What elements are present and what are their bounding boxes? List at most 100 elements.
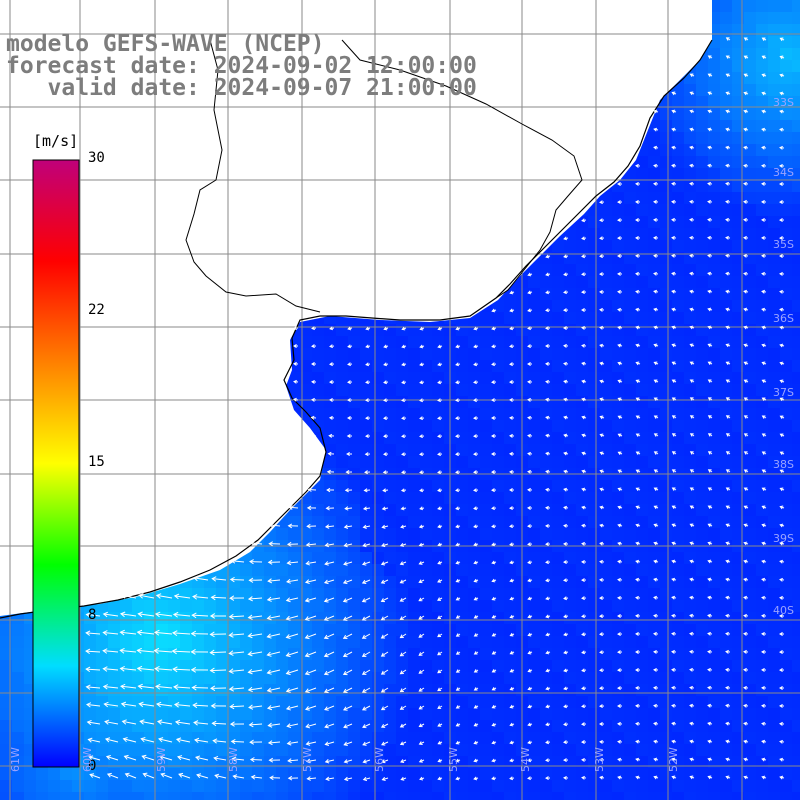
sea-cell — [216, 624, 228, 636]
sea-cell — [780, 684, 792, 696]
sea-cell — [588, 276, 600, 288]
sea-cell — [60, 792, 72, 800]
sea-cell — [336, 648, 348, 660]
sea-cell — [420, 336, 432, 348]
sea-cell — [648, 228, 660, 240]
sea-cell — [240, 756, 252, 768]
sea-cell — [360, 480, 372, 492]
sea-cell — [684, 612, 696, 624]
sea-cell — [660, 660, 672, 672]
sea-cell — [480, 672, 492, 684]
sea-cell — [84, 708, 96, 720]
sea-cell — [492, 312, 504, 324]
sea-cell — [780, 756, 792, 768]
sea-cell — [588, 528, 600, 540]
sea-cell — [600, 588, 612, 600]
sea-cell — [432, 672, 444, 684]
sea-cell — [432, 492, 444, 504]
sea-cell — [660, 480, 672, 492]
sea-cell — [768, 84, 780, 96]
sea-cell — [720, 588, 732, 600]
sea-cell — [420, 744, 432, 756]
sea-cell — [408, 324, 420, 336]
sea-cell — [648, 144, 660, 156]
sea-cell — [768, 276, 780, 288]
sea-cell — [552, 708, 564, 720]
sea-cell — [756, 600, 768, 612]
sea-cell — [84, 720, 96, 732]
sea-cell — [480, 408, 492, 420]
wind-vector-head — [761, 37, 766, 41]
sea-cell — [624, 660, 636, 672]
sea-cell — [180, 600, 192, 612]
wind-vector-head — [707, 127, 712, 132]
sea-cell — [696, 588, 708, 600]
sea-cell — [744, 576, 756, 588]
sea-cell — [528, 492, 540, 504]
sea-cell — [576, 660, 588, 672]
sea-cell — [720, 348, 732, 360]
sea-cell — [648, 456, 660, 468]
sea-cell — [768, 300, 780, 312]
sea-cell — [684, 252, 696, 264]
sea-cell — [540, 480, 552, 492]
sea-cell — [588, 204, 600, 216]
sea-cell — [696, 336, 708, 348]
sea-cell — [720, 96, 732, 108]
sea-cell — [768, 336, 780, 348]
sea-cell — [576, 492, 588, 504]
sea-cell — [636, 780, 648, 792]
sea-cell — [708, 708, 720, 720]
sea-cell — [480, 600, 492, 612]
sea-cell — [132, 792, 144, 800]
sea-cell — [528, 348, 540, 360]
sea-cell — [336, 456, 348, 468]
sea-cell — [600, 396, 612, 408]
sea-cell — [696, 84, 708, 96]
sea-cell — [648, 756, 660, 768]
sea-cell — [324, 480, 336, 492]
sea-cell — [732, 672, 744, 684]
sea-cell — [468, 732, 480, 744]
sea-cell — [708, 780, 720, 792]
sea-cell — [720, 156, 732, 168]
sea-cell — [396, 708, 408, 720]
sea-cell — [732, 408, 744, 420]
sea-cell — [744, 324, 756, 336]
sea-cell — [456, 408, 468, 420]
sea-cell — [396, 324, 408, 336]
sea-cell — [636, 552, 648, 564]
sea-cell — [408, 420, 420, 432]
sea-cell — [312, 660, 324, 672]
sea-cell — [360, 360, 372, 372]
sea-cell — [744, 672, 756, 684]
sea-cell — [324, 792, 336, 800]
sea-cell — [696, 456, 708, 468]
sea-cell — [324, 348, 336, 360]
sea-cell — [204, 744, 216, 756]
sea-cell — [312, 516, 324, 528]
sea-cell — [408, 444, 420, 456]
sea-cell — [744, 624, 756, 636]
wind-vector-head — [689, 109, 694, 114]
sea-cell — [192, 708, 204, 720]
sea-cell — [360, 348, 372, 360]
sea-cell — [540, 324, 552, 336]
sea-cell — [504, 492, 516, 504]
sea-cell — [756, 732, 768, 744]
sea-cell — [492, 372, 504, 384]
sea-cell — [720, 264, 732, 276]
sea-cell — [528, 756, 540, 768]
sea-cell — [432, 792, 444, 800]
sea-cell — [96, 756, 108, 768]
sea-cell — [168, 792, 180, 800]
sea-cell — [240, 696, 252, 708]
sea-cell — [672, 732, 684, 744]
sea-cell — [792, 720, 800, 732]
sea-cell — [672, 252, 684, 264]
sea-cell — [240, 576, 252, 588]
sea-cell — [288, 588, 300, 600]
wind-vector-head — [707, 109, 712, 114]
sea-cell — [612, 360, 624, 372]
sea-cell — [732, 96, 744, 108]
